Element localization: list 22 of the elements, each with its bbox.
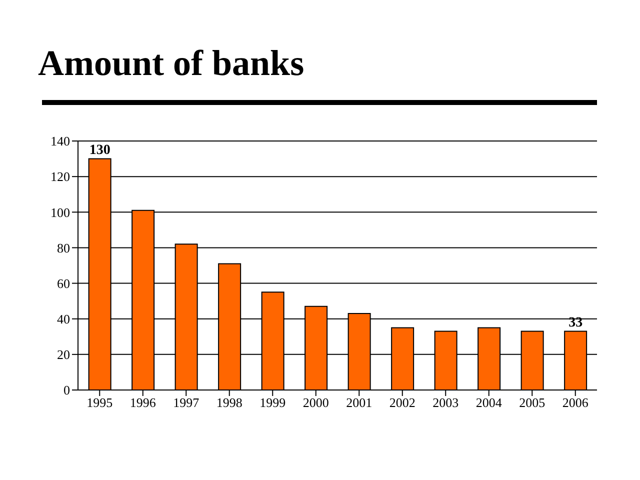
x-tick-label: 2004 bbox=[476, 395, 502, 410]
y-tick-label: 60 bbox=[57, 276, 70, 291]
x-tick-label: 2003 bbox=[432, 395, 459, 410]
x-tick-label: 1999 bbox=[260, 395, 286, 410]
x-tick-label: 2006 bbox=[562, 395, 589, 410]
x-tick-label: 1997 bbox=[173, 395, 200, 410]
x-tick-label: 2001 bbox=[346, 395, 372, 410]
x-tick-label: 1995 bbox=[86, 395, 113, 410]
y-tick-label: 0 bbox=[64, 382, 70, 398]
x-tick-label: 2002 bbox=[389, 395, 416, 410]
chart-title: Amount of banks bbox=[38, 42, 304, 84]
y-tick-label: 140 bbox=[50, 134, 70, 149]
x-tick-label: 1998 bbox=[216, 395, 242, 410]
y-tick-label: 20 bbox=[57, 347, 70, 362]
y-tick-label: 80 bbox=[57, 240, 70, 256]
y-tick-label: 40 bbox=[57, 311, 70, 326]
x-tick-label: 1996 bbox=[130, 395, 156, 410]
x-tick-label: 2000 bbox=[302, 395, 329, 410]
data-label: 130 bbox=[89, 142, 110, 158]
y-tick-label: 100 bbox=[50, 204, 70, 220]
x-tick-label: 2005 bbox=[519, 395, 546, 410]
y-tick-label: 120 bbox=[50, 169, 70, 184]
